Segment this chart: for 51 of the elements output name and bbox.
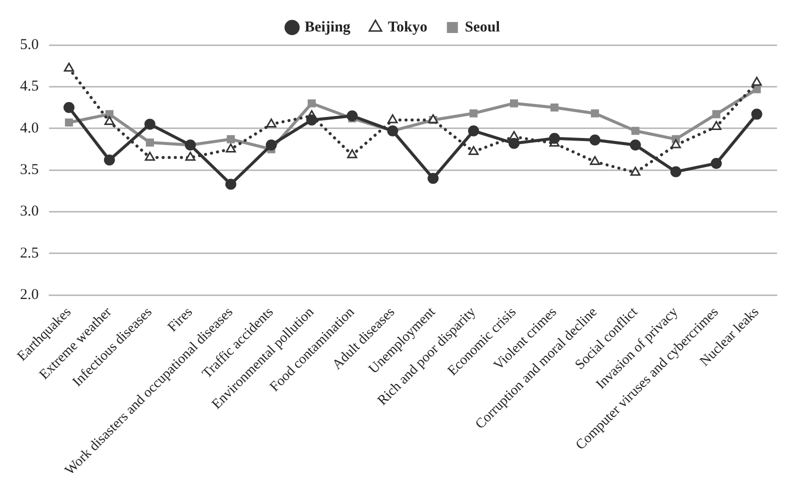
point xyxy=(226,143,236,152)
legend-label: Seoul xyxy=(464,19,500,36)
point xyxy=(712,110,720,118)
point xyxy=(670,139,681,148)
point xyxy=(630,166,640,176)
y-tick-label: 3.5 xyxy=(20,162,39,178)
point xyxy=(590,156,600,165)
point xyxy=(470,109,478,118)
point xyxy=(589,134,600,146)
point xyxy=(428,172,439,184)
point xyxy=(63,102,74,114)
point xyxy=(752,76,762,86)
legend-label: Beijing xyxy=(304,19,351,36)
point xyxy=(388,114,398,124)
point xyxy=(347,149,358,158)
point xyxy=(670,166,682,178)
point xyxy=(630,140,641,151)
point xyxy=(104,154,115,166)
y-tick-label: 2.5 xyxy=(20,245,39,262)
y-tick-label: 3.0 xyxy=(20,204,39,220)
point xyxy=(751,108,762,120)
point xyxy=(468,125,480,136)
point xyxy=(711,120,722,130)
point xyxy=(710,158,722,169)
point xyxy=(306,114,318,126)
point xyxy=(590,109,599,118)
point xyxy=(144,118,156,130)
point xyxy=(346,110,358,122)
point xyxy=(510,99,518,108)
y-tick-label: 4.0 xyxy=(20,120,39,136)
point xyxy=(185,152,196,161)
point xyxy=(64,62,74,72)
point xyxy=(226,135,235,144)
point xyxy=(550,103,559,112)
y-tick-label: 5.0 xyxy=(20,36,39,53)
y-tick-label: 4.5 xyxy=(20,78,39,95)
point xyxy=(144,152,155,161)
legend-label: Tokyo xyxy=(388,19,428,36)
point xyxy=(266,118,276,128)
point xyxy=(508,138,520,149)
point xyxy=(548,132,560,144)
point xyxy=(64,118,74,127)
point xyxy=(146,138,154,147)
point xyxy=(104,116,115,125)
point xyxy=(308,99,316,108)
point xyxy=(468,146,479,155)
y-tick-label: 2.0 xyxy=(20,287,39,304)
x-tick-label: Fires xyxy=(165,304,196,336)
point xyxy=(266,140,277,151)
point xyxy=(631,126,640,135)
point xyxy=(225,178,236,190)
